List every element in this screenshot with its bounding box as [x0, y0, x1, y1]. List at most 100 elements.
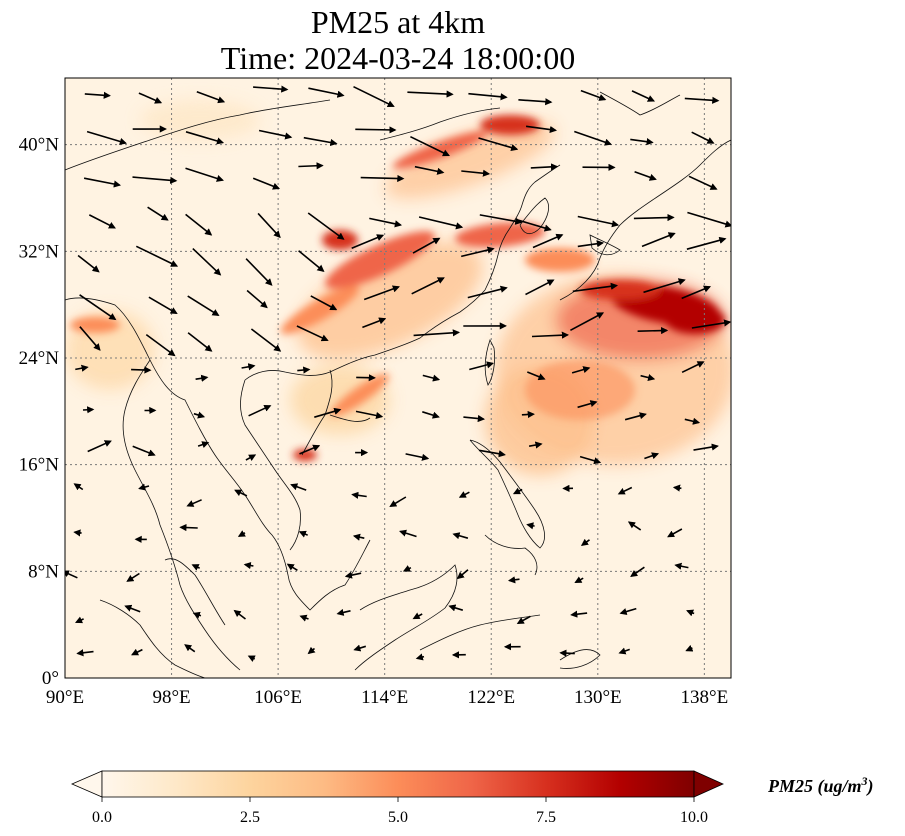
wind-arrow [353, 644, 367, 652]
wind-arrow [298, 162, 324, 170]
wind-arrow [132, 445, 156, 457]
wind-arrow [290, 483, 307, 491]
wind-arrow [634, 171, 657, 181]
wind-arrow [630, 566, 645, 578]
wind-arrow [233, 609, 246, 620]
wind-arrow [126, 572, 140, 582]
wind-arrow [631, 90, 656, 102]
wind-arrow [286, 563, 298, 571]
wind-arrow [299, 614, 309, 622]
colorbar-tick-label: 10.0 [680, 809, 708, 826]
wind-arrow [87, 440, 112, 453]
wind-arrow [559, 649, 575, 657]
wind-arrow [308, 87, 345, 98]
wind-arrow [414, 165, 445, 175]
wind-arrow [448, 604, 464, 612]
wind-arrow [463, 414, 486, 423]
wind-arrow [674, 562, 689, 570]
wind-arrow [412, 237, 441, 254]
wind-arrow [193, 411, 206, 419]
wind-arrow [617, 486, 633, 495]
wind-arrow [307, 646, 316, 655]
wind-arrow [577, 400, 598, 409]
wind-arrow [672, 484, 682, 492]
wind-arrow [355, 410, 384, 419]
wind-arrow [507, 576, 520, 584]
wind-arrow [351, 491, 367, 499]
wind-arrow [298, 530, 309, 538]
wind-arrow [352, 533, 365, 541]
pm25-field [65, 78, 731, 678]
wind-arrow [131, 648, 143, 656]
lon-tick-label: 122°E [467, 687, 515, 708]
lat-tick-label: 24°N [19, 348, 60, 369]
colorbar-extend-high [693, 770, 724, 798]
wind-arrow [399, 529, 417, 538]
wind-vectors [65, 85, 731, 662]
lon-tick-label: 114°E [361, 687, 408, 708]
wind-arrow [245, 258, 273, 286]
wind-arrow [351, 234, 385, 250]
lon-tick-label: 90°E [46, 687, 84, 708]
colorbar-label: PM25 (ug/m3) [768, 774, 874, 796]
colorbar-tick-label: 2.5 [240, 809, 260, 826]
wind-arrow [132, 176, 178, 184]
wind-arrow [577, 240, 605, 248]
colorbar-tick-label: 7.5 [536, 809, 556, 826]
wind-arrow [257, 212, 281, 239]
wind-arrow [619, 607, 637, 616]
lon-tick-label: 138°E [681, 687, 729, 708]
wind-arrow [135, 245, 179, 267]
wind-arrow [363, 285, 400, 301]
lon-tick-label: 98°E [152, 687, 190, 708]
lat-tick-label: 32°N [19, 241, 60, 262]
wind-arrow [633, 213, 675, 222]
wind-arrow [297, 366, 311, 374]
wind-arrow [185, 167, 224, 182]
wind-arrow [336, 608, 351, 616]
wind-arrow [84, 91, 111, 99]
wind-arrow [640, 374, 656, 382]
wind-arrow [296, 325, 329, 342]
wind-arrow [362, 317, 387, 329]
wind-arrow [237, 530, 246, 537]
wind-arrow [252, 177, 281, 190]
wind-arrow [192, 611, 202, 619]
wind-arrow [124, 604, 141, 613]
wind-arrow [630, 138, 654, 146]
wind-arrow [184, 644, 196, 653]
wind-arrow [75, 364, 89, 372]
wind-arrow [532, 233, 564, 249]
wind-arrow [344, 571, 362, 579]
wind-arrow [686, 236, 727, 250]
wind-arrow [187, 332, 213, 352]
wind-arrow [410, 135, 450, 157]
wind-arrow [79, 326, 101, 351]
wind-arrow [684, 417, 701, 425]
wind-arrow [258, 129, 293, 140]
wind-arrow [138, 92, 163, 104]
wind-arrow [643, 278, 686, 294]
wind-arrow [641, 232, 676, 248]
lat-tick-label: 16°N [19, 455, 60, 476]
wind-arrow [580, 89, 607, 101]
wind-arrow [521, 410, 535, 419]
wind-arrow [241, 363, 256, 371]
lon-tick-label: 130°E [574, 687, 622, 708]
wind-arrow [627, 521, 642, 531]
wind-arrow [360, 174, 405, 183]
wind-arrow [76, 649, 94, 657]
wind-arrow [179, 523, 198, 532]
map-frame [64, 77, 732, 679]
wind-arrow [574, 576, 584, 584]
wind-arrow [468, 92, 508, 101]
wind-arrow [618, 647, 630, 655]
wind-arrow [411, 277, 445, 295]
wind-arrow [148, 296, 178, 315]
wind-arrow [478, 449, 506, 458]
wind-arrow [314, 407, 342, 418]
wind-arrow [693, 443, 719, 451]
wind-arrow [571, 366, 591, 374]
wind-arrow [478, 137, 519, 152]
colorbar-tick-label: 5.0 [388, 809, 408, 826]
